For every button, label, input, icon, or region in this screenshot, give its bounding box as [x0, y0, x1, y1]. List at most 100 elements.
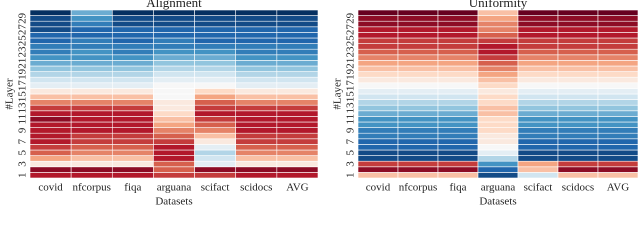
x-tick-label: fiqa [124, 182, 141, 194]
heatmap-cell [437, 104, 479, 112]
heatmap-cell [557, 71, 599, 78]
heatmap-cell [397, 26, 439, 33]
heatmap-cell [357, 20, 399, 28]
heatmap-cell [397, 99, 439, 106]
heatmap-cell [437, 121, 479, 128]
heatmap-cell [477, 26, 519, 33]
heatmap-cell [194, 172, 237, 179]
heatmap-cell [235, 121, 278, 128]
heatmap-cell [194, 48, 237, 56]
panel-title: Alignment [146, 0, 202, 10]
heatmap-cell [276, 172, 319, 179]
heatmap-cell [70, 144, 113, 151]
heatmap-cell [235, 99, 278, 106]
heatmap-cell [111, 48, 154, 56]
heatmap-cell [397, 48, 439, 56]
heatmap-cell [557, 138, 599, 145]
heatmap-cell [397, 60, 439, 67]
heatmap-cell [29, 60, 72, 67]
heatmap-cell [276, 48, 319, 56]
heatmap-cell [153, 160, 195, 168]
heatmap-cell [194, 15, 237, 22]
heatmap-cell [437, 26, 479, 33]
heatmap-cell [276, 82, 319, 89]
heatmap-cell [235, 15, 278, 22]
heatmap-cell [111, 37, 154, 44]
heatmap-cell [29, 54, 72, 61]
heatmap-cell [70, 54, 113, 61]
heatmap-cell [397, 138, 439, 145]
heatmap-cell [276, 60, 319, 67]
heatmap-cell [357, 127, 399, 134]
heatmap-cell [477, 132, 519, 140]
heatmap-cell [194, 37, 237, 44]
x-tick-label: AVG [286, 182, 308, 194]
heatmap-cell [29, 88, 72, 95]
heatmap-cell [153, 110, 195, 117]
heatmap-cell [235, 155, 278, 162]
heatmap-cell [397, 15, 439, 22]
heatmap-cell [194, 43, 237, 50]
heatmap-cell [111, 88, 154, 95]
heatmap-cell [111, 116, 154, 123]
heatmap-cell [29, 132, 72, 140]
heatmap-cell [29, 160, 72, 168]
heatmap-cell [194, 93, 237, 100]
heatmap-cell [111, 43, 154, 50]
heatmap-cell [153, 166, 195, 173]
heatmap-cell [29, 127, 72, 134]
heatmap-cell [276, 132, 319, 140]
heatmap-cell [517, 110, 559, 117]
heatmap-cell [111, 127, 154, 134]
heatmap-cell [153, 155, 195, 162]
figure: Alignment covid nfcorpus fiqa arguana scifact… [4, 0, 639, 208]
heatmap-cell [477, 149, 519, 156]
heatmap-cell [557, 144, 599, 151]
heatmap-cell [357, 32, 399, 39]
heatmap-cell [557, 65, 599, 72]
heatmap-cell [111, 82, 154, 89]
heatmap-cell [517, 76, 559, 84]
heatmap-cell [517, 82, 559, 89]
heatmap-cell [194, 20, 237, 28]
heatmap-cell [597, 138, 639, 145]
heatmap-cell [517, 144, 559, 151]
heatmap-cell [557, 110, 599, 117]
x-tick-label: covid [38, 182, 63, 194]
heatmap-cell [153, 32, 195, 39]
heatmap-cell [276, 149, 319, 156]
heatmap-cell [153, 172, 195, 179]
heatmap-cell [397, 88, 439, 95]
heatmap-cell [70, 20, 113, 28]
heatmap-cell [70, 93, 113, 100]
heatmap-cell [235, 26, 278, 33]
y-tick-label: 7 [17, 138, 29, 144]
heatmap-cell [70, 88, 113, 95]
heatmap-cell [557, 43, 599, 50]
heatmap-cell [517, 43, 559, 50]
heatmap-cell [357, 121, 399, 128]
heatmap-cell [194, 60, 237, 67]
heatmap-cell [597, 9, 639, 16]
heatmap-cell [153, 127, 195, 134]
heatmap-cell [437, 15, 479, 22]
heatmap-cell [437, 60, 479, 67]
heatmap-cell [276, 9, 319, 16]
heatmap-cell [29, 37, 72, 44]
heatmap-cell [517, 138, 559, 145]
y-tick-label: 1 [17, 172, 29, 178]
heatmap-cell [235, 93, 278, 100]
heatmap-cell [357, 99, 399, 106]
heatmap-cell [153, 93, 195, 100]
heatmap-cell [597, 144, 639, 151]
heatmap-cell [597, 60, 639, 67]
heatmap-cell [557, 88, 599, 95]
heatmap-cell [235, 160, 278, 168]
heatmap-cell [397, 76, 439, 84]
heatmap-cell [276, 138, 319, 145]
heatmap-cell [153, 121, 195, 128]
heatmap-cell [276, 65, 319, 72]
y-tick-label: 9 [345, 127, 357, 133]
heatmap-cell [517, 93, 559, 100]
heatmap-cell [477, 127, 519, 134]
